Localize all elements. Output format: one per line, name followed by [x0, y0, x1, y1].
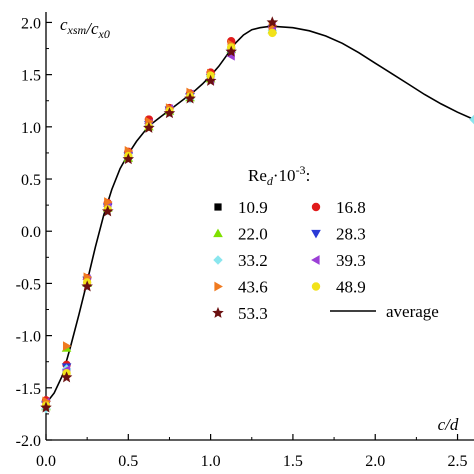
legend-marker: [214, 281, 223, 292]
x-tick-label: 0.5: [118, 453, 138, 470]
y-tick-label: 1.5: [21, 68, 41, 85]
data-point: [104, 197, 113, 207]
data-point: [268, 28, 277, 38]
legend-marker: [311, 202, 321, 212]
legend-label: 48.9: [336, 278, 366, 297]
x-tick-label: 1.5: [283, 453, 303, 470]
x-tick-label: 1.0: [201, 453, 221, 470]
legend-label: 53.3: [238, 304, 268, 323]
legend-label: 33.2: [238, 251, 268, 270]
legend-marker: [311, 229, 321, 239]
x-tick-label: 2.0: [365, 453, 385, 470]
legend-marker: [212, 306, 224, 318]
y-tick-label: -1.0: [16, 329, 41, 346]
data-point: [163, 107, 176, 119]
axes: 2.0 1.5 1.0 0.5 0.0 -0.5 -1.0 -1.5 -2.0 0.0 0.5 1.0…: [16, 12, 474, 470]
data-point: [204, 74, 217, 86]
data-point: [143, 121, 155, 133]
legend-label: 22.0: [238, 225, 268, 244]
y-tick-label: -1.5: [16, 381, 41, 398]
legend-title: Red·10-3:: [248, 163, 310, 188]
data-point: [266, 16, 279, 28]
legend-marker: [311, 255, 320, 265]
legend-label: 39.3: [336, 251, 366, 270]
data-point: [469, 114, 474, 125]
data-point: [225, 45, 237, 57]
data-point: [184, 92, 196, 104]
data-point: [81, 280, 93, 292]
data-point: [101, 205, 114, 217]
y-tick-label: 0.0: [21, 224, 41, 241]
data-point: [40, 401, 52, 413]
legend-label: average: [386, 302, 439, 321]
y-tick-label: 2.0: [21, 15, 41, 32]
legend-marker: [311, 282, 321, 291]
y-tick-label: -0.5: [16, 276, 41, 293]
y-axis-label: cxsm/cx0: [60, 15, 110, 41]
x-axis-label: c/d: [438, 415, 459, 434]
legend-label: 10.9: [238, 198, 268, 217]
x-tick-label: 0.0: [36, 453, 56, 470]
y-tick-label: -2.0: [16, 433, 41, 450]
legend-label: 43.6: [238, 278, 268, 297]
data-point: [60, 371, 73, 383]
legend-marker: [214, 203, 222, 211]
legend-label: 28.3: [336, 225, 366, 244]
data-point: [62, 341, 72, 351]
data-point: [122, 153, 135, 165]
x-tick-label: 2.5: [448, 453, 468, 470]
y-tick-label: 0.5: [21, 172, 41, 189]
y-tick-label: 1.0: [21, 120, 41, 137]
legend-marker: [213, 255, 223, 265]
legend-label: 16.8: [336, 198, 366, 217]
data-points-group: [40, 16, 474, 414]
legend: Red·10-3: 10.9 16.8 22.0 28.3 33.2 39.3 43.6 48.…: [212, 163, 439, 323]
legend-marker: [213, 228, 223, 238]
